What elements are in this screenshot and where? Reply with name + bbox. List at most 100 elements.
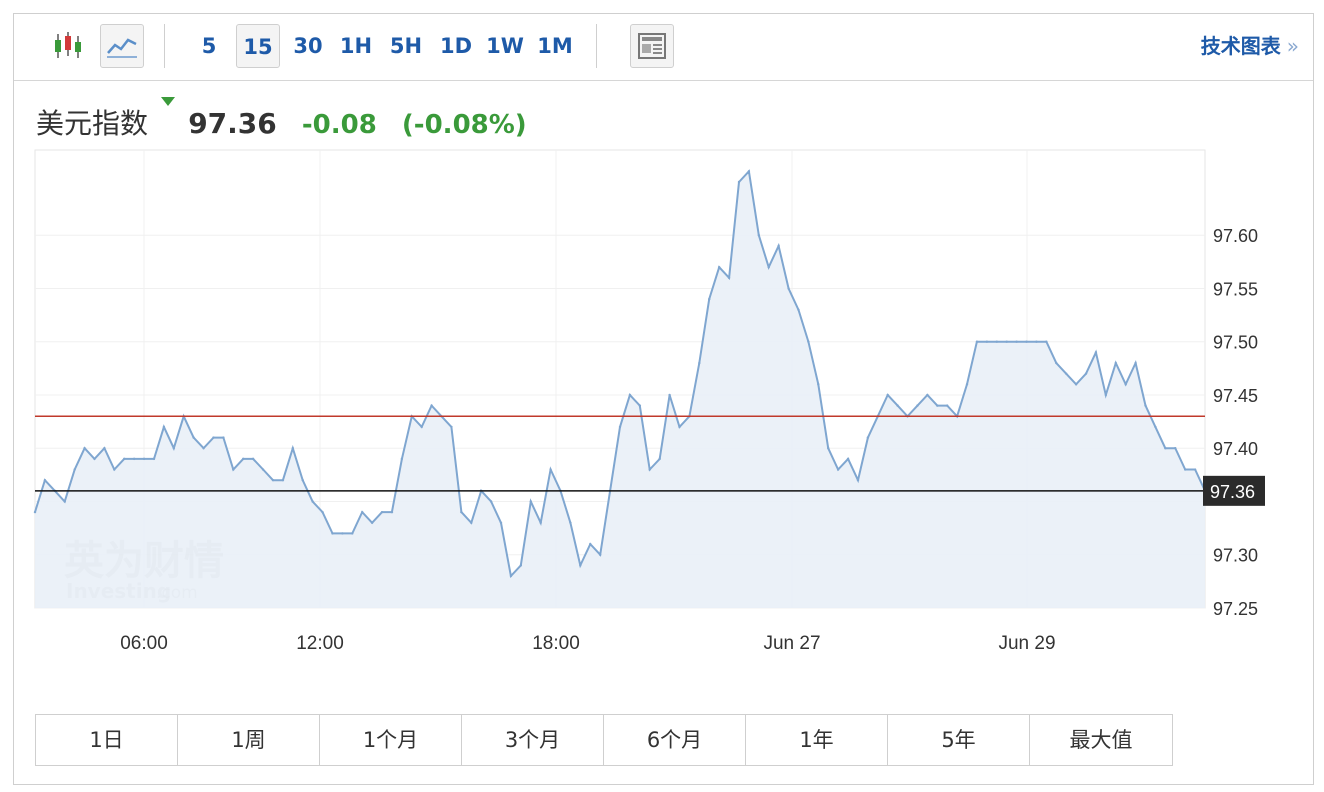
interval-5h[interactable]: 5H bbox=[389, 34, 423, 58]
price-point bbox=[1154, 425, 1157, 429]
price-point bbox=[380, 510, 384, 514]
price-point bbox=[301, 478, 304, 482]
price-point bbox=[1104, 393, 1108, 397]
price-point bbox=[698, 361, 701, 365]
candlestick-icon bbox=[55, 32, 81, 58]
technical-chart-link[interactable]: 技术图表» bbox=[1201, 24, 1299, 68]
range-3m[interactable]: 3个月 bbox=[462, 715, 604, 765]
price-point bbox=[827, 447, 830, 450]
price-point bbox=[985, 340, 989, 343]
price-point bbox=[93, 457, 96, 461]
news-panel-button[interactable] bbox=[630, 24, 674, 68]
price-point bbox=[33, 510, 37, 514]
price-point bbox=[658, 457, 661, 461]
price-point bbox=[430, 404, 433, 407]
price-point bbox=[460, 510, 463, 514]
range-1d[interactable]: 1日 bbox=[36, 715, 178, 765]
price-point bbox=[1174, 447, 1177, 450]
price-point bbox=[43, 478, 47, 482]
price-point bbox=[232, 468, 235, 471]
range-tabs: 1日 1周 1个月 3个月 6个月 1年 5年 最大值 bbox=[35, 714, 1173, 766]
line-chart-button[interactable] bbox=[100, 24, 144, 68]
price-point bbox=[846, 457, 850, 461]
price-point bbox=[936, 404, 939, 407]
price-point bbox=[202, 447, 205, 450]
price-point bbox=[995, 340, 998, 343]
price-point bbox=[1045, 340, 1048, 343]
price-point bbox=[212, 436, 215, 439]
newspaper-icon bbox=[638, 33, 666, 59]
price-point bbox=[975, 340, 979, 343]
range-1w[interactable]: 1周 bbox=[178, 715, 320, 765]
interval-5[interactable]: 5 bbox=[201, 34, 217, 58]
x-tick-label: 18:00 bbox=[532, 633, 580, 654]
price-point bbox=[1134, 361, 1137, 365]
range-1y[interactable]: 1年 bbox=[746, 715, 888, 765]
price-point bbox=[400, 457, 404, 461]
range-1m[interactable]: 1个月 bbox=[320, 715, 462, 765]
price-point bbox=[242, 457, 245, 461]
price-point bbox=[678, 425, 681, 429]
price-point bbox=[589, 542, 592, 546]
price-point bbox=[162, 425, 166, 429]
price-point bbox=[113, 468, 116, 471]
y-tick-label: 97.45 bbox=[1213, 386, 1258, 406]
price-point bbox=[261, 468, 265, 471]
price-point bbox=[1084, 372, 1088, 375]
range-5y[interactable]: 5年 bbox=[888, 715, 1030, 765]
x-tick-label: 06:00 bbox=[120, 633, 168, 654]
y-tick-label: 97.55 bbox=[1213, 279, 1258, 299]
price-point bbox=[787, 287, 790, 290]
range-6m[interactable]: 6个月 bbox=[604, 715, 746, 765]
price-point bbox=[390, 510, 394, 514]
price-point bbox=[598, 553, 602, 556]
technical-chart-label: 技术图表 bbox=[1200, 34, 1281, 58]
price-chart[interactable]: 97.25 97.30 97.40 97.45 97.50 97.55 97.60 06:00… bbox=[14, 14, 1313, 704]
range-max[interactable]: 最大值 bbox=[1030, 715, 1172, 765]
price-point bbox=[866, 436, 870, 439]
current-price-tag bbox=[1203, 475, 1265, 506]
price-point bbox=[519, 564, 523, 567]
price-point bbox=[1015, 340, 1018, 343]
price-point bbox=[470, 521, 473, 524]
y-tick-label: 97.40 bbox=[1213, 439, 1258, 459]
price-point bbox=[251, 457, 255, 461]
price-point bbox=[1064, 372, 1068, 375]
price-point bbox=[341, 532, 344, 535]
interval-1m[interactable]: 1M bbox=[537, 34, 573, 58]
price-point bbox=[926, 393, 929, 397]
price-point bbox=[132, 457, 136, 461]
price-point bbox=[1164, 447, 1167, 450]
chart-widget: 5 15 30 1H 5H 1D 1W 1M 技术图表» 美元指数 97.36 bbox=[13, 13, 1314, 785]
price-change: -0.08 bbox=[301, 110, 377, 140]
price-point bbox=[1055, 361, 1058, 365]
price-point bbox=[152, 457, 156, 461]
price-point bbox=[717, 265, 721, 269]
interval-30[interactable]: 30 bbox=[293, 34, 323, 58]
price-points bbox=[33, 170, 1207, 578]
x-tick-label: 12:00 bbox=[296, 633, 344, 654]
chevron-right-icon: » bbox=[1286, 34, 1299, 58]
price-point bbox=[271, 478, 275, 482]
price-point bbox=[1144, 404, 1147, 407]
price-point bbox=[777, 244, 780, 248]
price-point bbox=[529, 500, 532, 503]
candlestick-chart-button[interactable] bbox=[50, 24, 86, 68]
price-point bbox=[1114, 361, 1117, 365]
price-point bbox=[73, 468, 76, 471]
price-point bbox=[737, 180, 741, 184]
interval-1w[interactable]: 1W bbox=[486, 34, 524, 58]
price-point bbox=[856, 478, 860, 482]
y-tick-label: 97.60 bbox=[1213, 226, 1258, 246]
price-point bbox=[103, 447, 106, 450]
price-point bbox=[727, 276, 731, 280]
price-point bbox=[351, 532, 354, 535]
price-point bbox=[281, 478, 285, 482]
price-point bbox=[123, 457, 126, 461]
price-point bbox=[757, 234, 761, 237]
interval-15[interactable]: 15 bbox=[236, 24, 280, 68]
interval-1h[interactable]: 1H bbox=[339, 34, 373, 58]
interval-1d[interactable]: 1D bbox=[439, 34, 473, 58]
price-point bbox=[807, 340, 810, 343]
price-point bbox=[817, 383, 820, 386]
